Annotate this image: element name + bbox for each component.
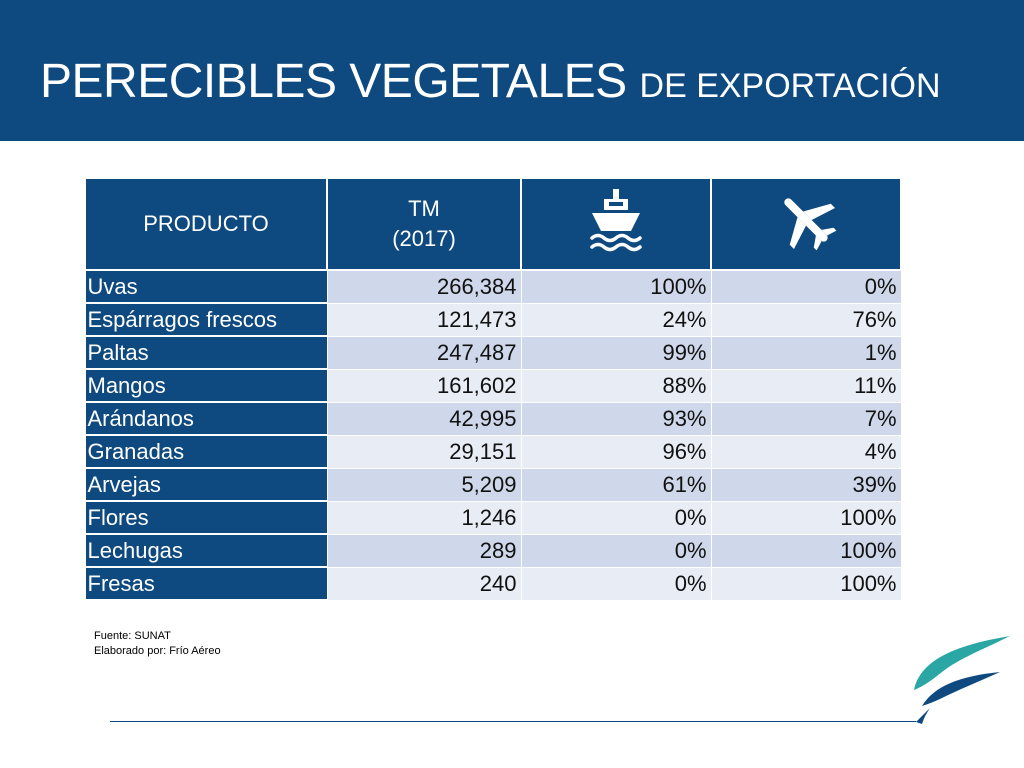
table-row: Arándanos 42,995 93% 7% [84,401,902,436]
product-cell: Espárragos frescos [84,302,328,337]
tm-cell: 289 [326,533,522,568]
header-tm-year: (2017) [392,226,456,251]
sea-share-cell: 99% [520,335,712,370]
sea-share-cell: 96% [520,434,712,469]
air-share-cell: 100% [710,533,902,568]
header-product: PRODUCTO [84,177,328,271]
air-share-cell: 0% [710,269,902,304]
tm-cell: 1,246 [326,500,522,535]
air-share-cell: 39% [710,467,902,502]
footnote-author: Elaborado por: Frío Aéreo [94,645,221,657]
tm-cell: 247,487 [326,335,522,370]
table-header-row: PRODUCTO TM (2017) [84,177,902,271]
air-share-cell: 4% [710,434,902,469]
tm-cell: 42,995 [326,401,522,436]
title-banner: PERECIBLES VEGETALES DE EXPORTACIÓN [0,0,1024,141]
product-cell: Granadas [84,434,328,469]
tm-cell: 5,209 [326,467,522,502]
sea-share-cell: 88% [520,368,712,403]
sea-share-cell: 61% [520,467,712,502]
table-row: Mangos 161,602 88% 11% [84,368,902,403]
product-cell: Arvejas [84,467,328,502]
header-tm-label: TM [408,196,440,222]
product-cell: Flores [84,500,328,535]
table-row: Espárragos frescos 121,473 24% 76% [84,302,902,337]
product-cell: Paltas [84,335,328,370]
air-share-cell: 100% [710,500,902,535]
tm-cell: 29,151 [326,434,522,469]
header-air [710,177,902,271]
table-row: Granadas 29,151 96% 4% [84,434,902,469]
product-cell: Fresas [84,566,328,601]
tm-cell: 240 [326,566,522,601]
header-sea [520,177,712,271]
tm-cell: 161,602 [326,368,522,403]
tm-cell: 121,473 [326,302,522,337]
footnote: Fuente: SUNAT Elaborado por: Frío Aéreo [94,629,221,659]
sea-share-cell: 93% [520,401,712,436]
air-share-cell: 1% [710,335,902,370]
air-share-cell: 76% [710,302,902,337]
sea-share-cell: 0% [520,533,712,568]
product-cell: Lechugas [84,533,328,568]
product-cell: Mangos [84,368,328,403]
table-row: Paltas 247,487 99% 1% [84,335,902,370]
export-table: PRODUCTO TM (2017) [84,177,902,601]
company-logo [914,636,1010,724]
table-row: Uvas 266,384 100% 0% [84,269,902,304]
airplane-icon [784,198,837,251]
footnote-source: Fuente: SUNAT [94,630,171,642]
table-row: Lechugas 289 0% 100% [84,533,902,568]
title-small: DE EXPORTACIÓN [639,67,941,105]
sea-share-cell: 0% [520,566,712,601]
product-cell: Uvas [84,269,328,304]
air-share-cell: 11% [710,368,902,403]
air-share-cell: 100% [710,566,902,601]
tm-cell: 266,384 [326,269,522,304]
title-main: PERECIBLES VEGETALES [40,55,627,108]
air-share-cell: 7% [710,401,902,436]
table-row: Flores 1,246 0% 100% [84,500,902,535]
ship-icon [590,189,642,252]
sea-share-cell: 24% [520,302,712,337]
bottom-divider [110,721,916,722]
product-cell: Arándanos [84,401,328,436]
header-tm: TM (2017) [326,177,522,271]
sea-share-cell: 0% [520,500,712,535]
table-row: Arvejas 5,209 61% 39% [84,467,902,502]
sea-share-cell: 100% [520,269,712,304]
slide-title: PERECIBLES VEGETALES DE EXPORTACIÓN [40,58,941,106]
table-row: Fresas 240 0% 100% [84,566,902,601]
